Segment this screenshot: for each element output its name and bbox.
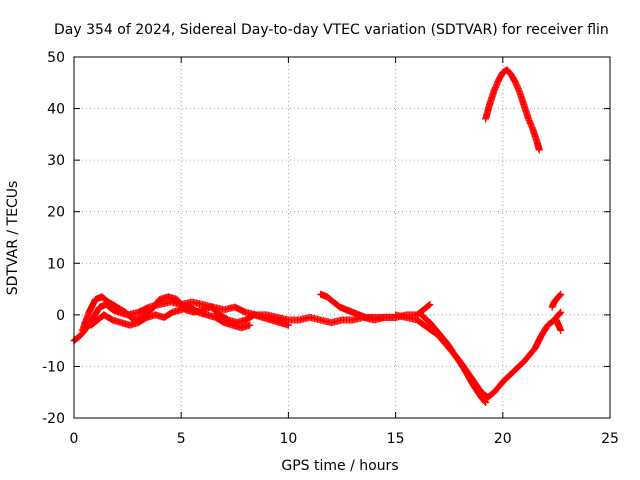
y-tick-label: 40 [47, 102, 65, 118]
x-axis-title: GPS time / hours [281, 458, 398, 474]
x-tick-label: 20 [494, 431, 512, 447]
x-tick-label: 25 [601, 431, 619, 447]
y-tick-label: 30 [47, 153, 65, 169]
y-axis-title: SDTVAR / TECUs [5, 181, 21, 296]
x-tick-label: 0 [70, 431, 79, 447]
x-tick-label: 15 [387, 431, 405, 447]
y-tick-label: 50 [47, 50, 65, 66]
y-tick-label: 20 [47, 205, 65, 221]
data-points [70, 66, 565, 407]
x-tick-label: 10 [279, 431, 297, 447]
series-sat-track-e [392, 308, 565, 401]
chart-title: Day 354 of 2024, Sidereal Day-to-day VTE… [54, 22, 609, 38]
axis-ticks: 0 5 10 15 20 25 -20 -10 0 10 20 30 40 50 [42, 50, 619, 447]
series-sat-track-f [417, 311, 490, 407]
series-sat-track-h [552, 316, 565, 334]
y-tick-label: -20 [42, 411, 65, 427]
series-sat-track-g [548, 290, 565, 311]
series-sat-track-c [81, 303, 254, 332]
series-sat-track-i [482, 66, 543, 154]
y-tick-label: -10 [42, 359, 65, 375]
grid [74, 57, 610, 418]
y-tick-label: 10 [47, 256, 65, 272]
plot-frame [73, 56, 611, 419]
y-tick-label: 0 [56, 308, 65, 324]
x-tick-label: 5 [177, 431, 186, 447]
series-sat-track-b [79, 293, 292, 334]
